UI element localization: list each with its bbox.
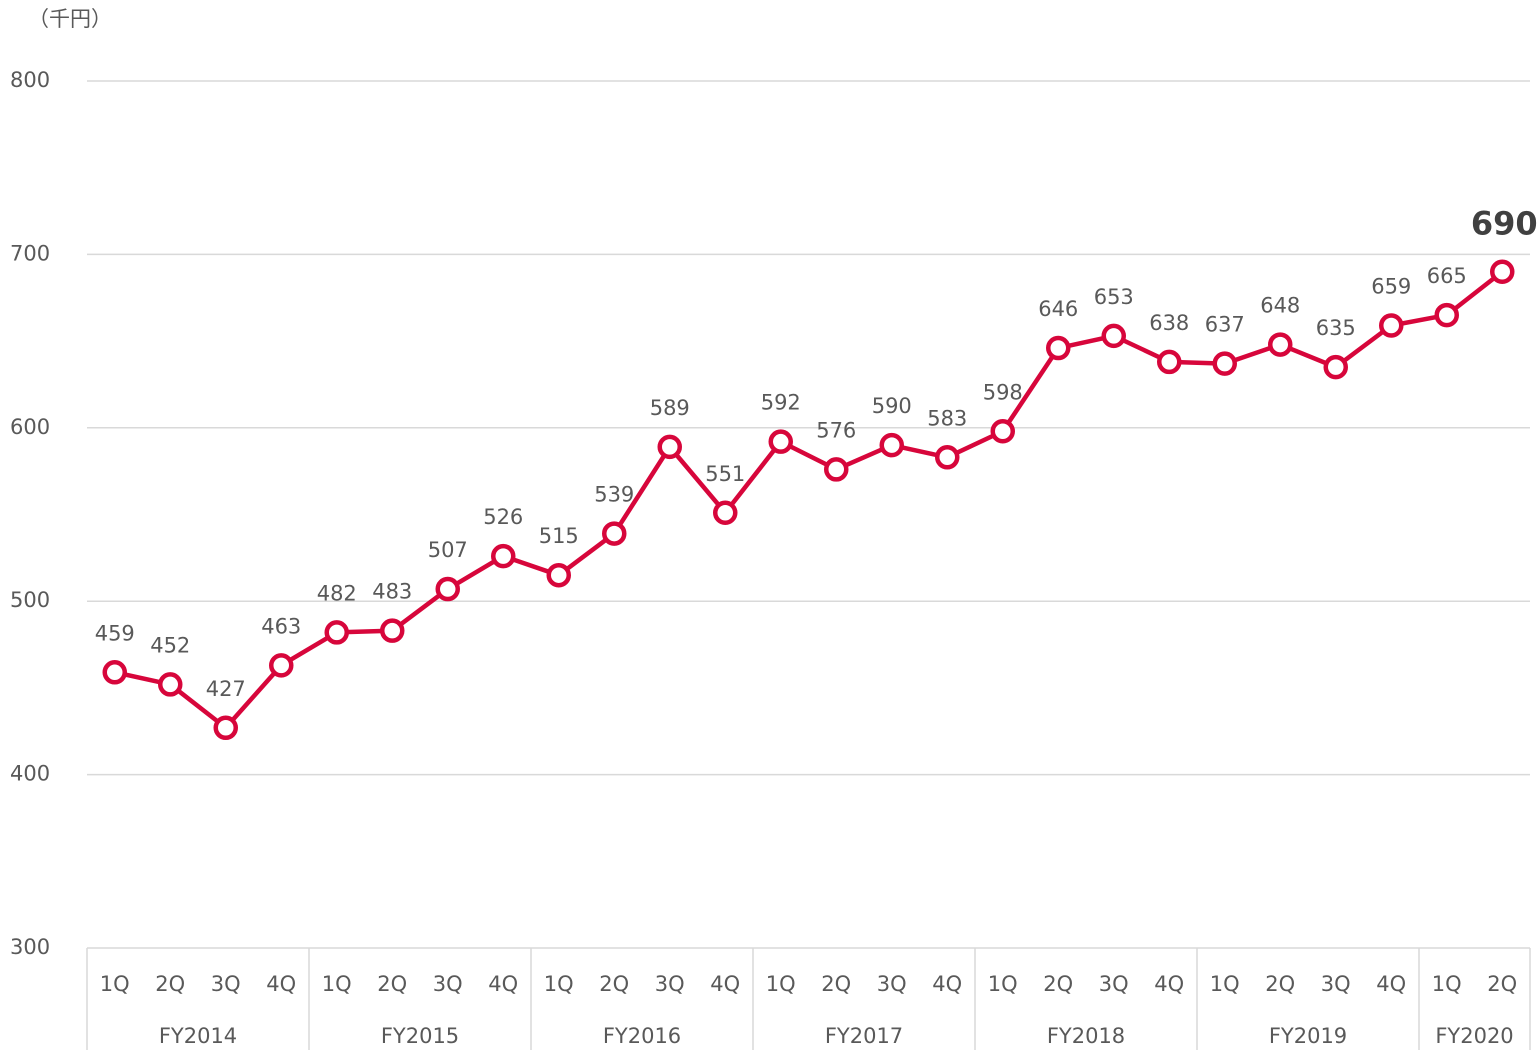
x-tick-label: 3Q [655, 972, 685, 996]
x-tick-label: 1Q [544, 972, 574, 996]
data-point [158, 672, 183, 697]
x-tick-label: 1Q [1432, 972, 1462, 996]
data-label: 635 [1316, 316, 1356, 340]
x-group-label: FY2018 [1047, 1024, 1125, 1048]
y-tick-label: 700 [10, 241, 50, 265]
data-point [1046, 335, 1071, 361]
x-tick-label: 2Q [377, 972, 407, 996]
x-tick-label: 4Q [710, 972, 740, 996]
data-label: 463 [261, 614, 301, 638]
x-tick-label: 3Q [1321, 972, 1351, 996]
x-tick-label: 1Q [988, 972, 1018, 996]
data-point [1157, 349, 1182, 375]
x-tick-label: 4Q [1154, 972, 1184, 996]
x-tick-label: 1Q [100, 972, 130, 996]
data-point [879, 432, 904, 458]
data-label: 637 [1205, 313, 1245, 337]
data-point [213, 715, 238, 741]
data-label: 482 [317, 581, 357, 605]
x-tick-label: 1Q [322, 972, 352, 996]
data-point [491, 543, 516, 569]
data-point [1212, 351, 1237, 376]
y-tick-label: 300 [10, 935, 50, 959]
data-point [1490, 259, 1515, 284]
x-tick-label: 2Q [821, 972, 851, 996]
x-tick-label: 2Q [1265, 972, 1295, 996]
data-label: 638 [1149, 311, 1189, 335]
x-tick-label: 3Q [877, 972, 907, 996]
data-label: 648 [1260, 294, 1300, 318]
data-point [1323, 354, 1348, 380]
data-label: 583 [927, 406, 967, 430]
x-tick-label: 1Q [766, 972, 796, 996]
x-tick-label: 2Q [155, 972, 185, 996]
data-point [768, 429, 793, 454]
data-label: 590 [872, 394, 912, 418]
data-point [824, 457, 849, 482]
data-label: 526 [483, 505, 523, 529]
x-tick-label: 4Q [1376, 972, 1406, 996]
x-group-label: FY2014 [159, 1024, 237, 1048]
data-point [602, 521, 627, 546]
data-label: 592 [761, 391, 801, 415]
x-tick-label: 3Q [211, 972, 241, 996]
x-tick-label: 2Q [1487, 972, 1517, 996]
data-label: 690 [1471, 205, 1537, 243]
y-axis-unit: （千円） [28, 7, 112, 31]
x-tick-label: 4Q [266, 972, 296, 996]
data-point [324, 620, 349, 645]
data-point [1268, 332, 1293, 357]
data-label: 653 [1094, 285, 1134, 309]
y-tick-label: 400 [10, 762, 50, 786]
data-label: 539 [594, 483, 634, 507]
data-label: 665 [1427, 264, 1467, 288]
data-label: 483 [372, 580, 412, 604]
data-label: 551 [705, 462, 745, 486]
data-point [435, 576, 460, 602]
data-point [990, 419, 1015, 444]
data-label: 589 [650, 396, 690, 420]
x-tick-label: 1Q [1210, 972, 1240, 996]
data-point [102, 660, 127, 685]
data-label: 427 [206, 677, 246, 701]
data-point [935, 445, 960, 470]
data-label: 507 [428, 538, 468, 562]
data-label: 576 [816, 418, 856, 442]
data-point [269, 653, 294, 678]
x-group-label: FY2019 [1269, 1024, 1347, 1048]
y-tick-label: 800 [10, 68, 50, 92]
data-label: 646 [1038, 297, 1078, 321]
x-group-label: FY2015 [381, 1024, 459, 1048]
data-point [380, 618, 405, 643]
data-point [546, 562, 571, 588]
x-group-label: FY2020 [1435, 1024, 1513, 1048]
data-point [1379, 313, 1404, 338]
data-label: 459 [95, 621, 135, 645]
x-tick-label: 4Q [488, 972, 518, 996]
x-tick-label: 4Q [932, 972, 962, 996]
series-line [114, 269, 1504, 731]
data-point [1434, 302, 1459, 328]
x-tick-label: 3Q [433, 972, 463, 996]
x-tick-label: 3Q [1099, 972, 1129, 996]
x-group-label: FY2016 [603, 1024, 681, 1048]
data-point [1101, 323, 1126, 349]
data-point [657, 434, 682, 460]
y-tick-label: 600 [10, 415, 50, 439]
data-point [713, 500, 738, 526]
x-tick-label: 2Q [599, 972, 629, 996]
data-label: 515 [539, 524, 579, 548]
data-label: 452 [150, 633, 190, 657]
data-label: 598 [983, 380, 1023, 404]
x-group-label: FY2017 [825, 1024, 903, 1048]
data-label: 659 [1371, 274, 1411, 298]
x-tick-label: 2Q [1043, 972, 1073, 996]
y-tick-label: 500 [10, 588, 50, 612]
